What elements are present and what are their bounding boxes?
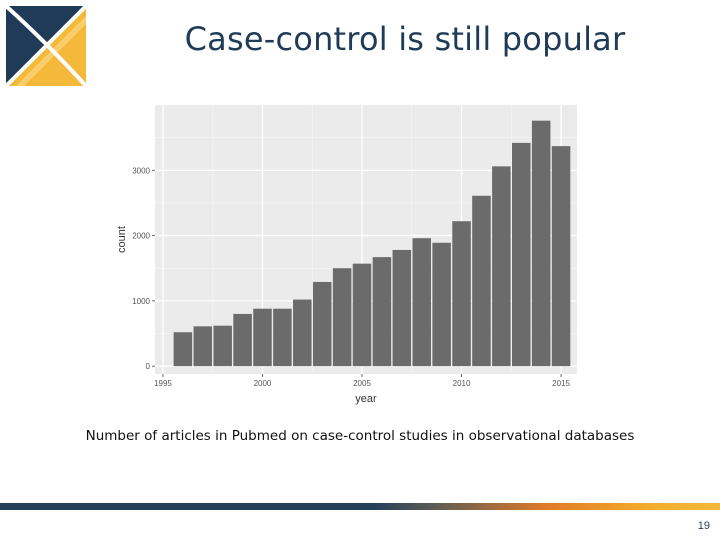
bar-2012 xyxy=(492,166,511,367)
x-tick-label: 2005 xyxy=(353,379,371,388)
y-tick-label: 1000 xyxy=(132,297,150,306)
bar-1997 xyxy=(193,326,213,367)
x-logo-icon xyxy=(4,4,88,88)
bar-2005 xyxy=(352,263,372,367)
bar-1996 xyxy=(173,332,193,367)
bar-2007 xyxy=(392,249,412,367)
page-number: 19 xyxy=(697,520,710,532)
bar-2006 xyxy=(372,257,392,367)
y-axis-label: count xyxy=(116,226,128,253)
bar-2013 xyxy=(512,142,531,367)
x-tick-label: 2000 xyxy=(254,379,272,388)
chart-caption: Number of articles in Pubmed on case-con… xyxy=(85,428,635,444)
bar-chart: 0 1000 2000 3000 1995 2000 2005 2010 2015 year c… xyxy=(105,100,585,420)
slide-title: Case-control is still popular xyxy=(184,20,626,58)
bar-1998 xyxy=(213,325,232,367)
bar-2002 xyxy=(293,299,312,367)
bar-1999 xyxy=(233,313,252,367)
x-tick-label: 1995 xyxy=(154,379,172,388)
bar-2011 xyxy=(472,195,491,367)
bar-2010 xyxy=(452,221,471,367)
y-tick-label: 2000 xyxy=(132,232,150,241)
bar-2000 xyxy=(253,308,272,367)
y-tick-label: 3000 xyxy=(132,166,150,175)
bar-2009 xyxy=(432,242,451,367)
bar-2015 xyxy=(551,146,571,367)
bar-2008 xyxy=(412,238,431,367)
y-tick-label: 0 xyxy=(146,362,151,371)
bar-2001 xyxy=(273,308,292,367)
bar-2004 xyxy=(332,268,352,367)
bar-2003 xyxy=(312,281,332,367)
bar-2014 xyxy=(531,120,551,367)
x-axis-label: year xyxy=(355,393,377,405)
footer-gradient-bar xyxy=(0,503,720,510)
x-tick-label: 2010 xyxy=(453,379,471,388)
x-tick-label: 2015 xyxy=(552,379,570,388)
